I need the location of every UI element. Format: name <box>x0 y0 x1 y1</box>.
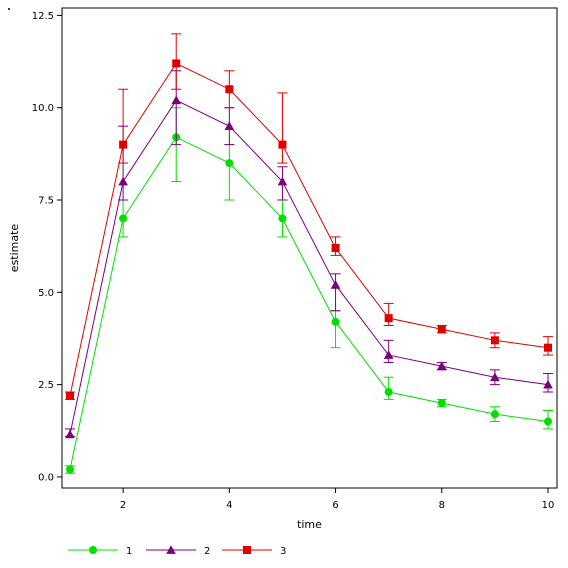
corner-dot <box>8 8 10 10</box>
y-tick-label: 5.0 <box>38 288 54 299</box>
legend-marker <box>243 546 251 554</box>
data-point <box>544 343 552 352</box>
legend-item-3: 3 <box>222 546 286 557</box>
error-bar <box>277 92 288 164</box>
data-point <box>224 121 235 130</box>
error-bar <box>330 273 341 312</box>
data-point <box>436 361 447 370</box>
legend-marker <box>166 545 176 554</box>
data-point <box>278 214 287 223</box>
data-point <box>384 314 393 323</box>
legend-item-1: 1 <box>68 546 132 557</box>
series-line <box>69 99 549 435</box>
legend: 1 2 3 <box>68 545 286 557</box>
data-point <box>66 391 74 400</box>
legend-label: 3 <box>280 546 286 557</box>
data-point <box>277 176 288 186</box>
x-tick-label: 4 <box>226 500 232 511</box>
x-tick-label: 10 <box>542 500 555 511</box>
legend-label: 1 <box>126 546 132 557</box>
y-tick-label: 7.5 <box>38 196 54 207</box>
data-point <box>118 176 128 186</box>
y-tick-label: 10.0 <box>32 103 54 114</box>
plot-frame <box>61 7 558 489</box>
data-point <box>331 244 340 252</box>
y-tick-label: 2.5 <box>38 380 54 391</box>
legend-marker <box>89 546 97 554</box>
data-point <box>490 372 500 382</box>
legend-label: 2 <box>204 546 210 557</box>
data-point <box>543 379 553 389</box>
x-axis: 2 4 6 8 10 <box>120 488 554 511</box>
series-line <box>69 136 549 470</box>
data-point <box>225 85 234 94</box>
data-point <box>119 140 128 149</box>
data-point <box>490 336 499 345</box>
y-axis-title: estimate <box>8 224 21 273</box>
data-point <box>331 317 340 326</box>
data-point <box>171 95 182 105</box>
x-tick-label: 2 <box>120 500 126 511</box>
y-tick-label: 12.5 <box>32 11 54 22</box>
data-point <box>119 214 128 223</box>
data-point <box>544 417 552 426</box>
y-tick-label: 0.0 <box>38 472 54 483</box>
data-point <box>437 399 446 408</box>
data-point <box>278 140 287 149</box>
data-point <box>490 410 499 419</box>
legend-item-2: 2 <box>146 545 210 557</box>
error-bar <box>118 88 129 164</box>
data-point <box>225 159 234 168</box>
data-point <box>330 280 341 289</box>
data-point <box>66 465 74 474</box>
data-point <box>437 325 446 334</box>
series-2 <box>65 70 553 439</box>
series-line <box>69 62 549 396</box>
x-tick-label: 6 <box>332 500 338 511</box>
series-layer <box>65 33 553 474</box>
data-point <box>384 388 393 396</box>
data-point <box>65 429 75 439</box>
data-point <box>172 59 181 68</box>
series-3 <box>65 33 553 400</box>
x-tick-label: 8 <box>439 500 445 511</box>
data-point <box>383 350 394 359</box>
x-axis-title: time <box>297 518 322 531</box>
y-axis: 0.0 2.5 5.0 7.5 10.0 12.5 <box>32 11 62 483</box>
